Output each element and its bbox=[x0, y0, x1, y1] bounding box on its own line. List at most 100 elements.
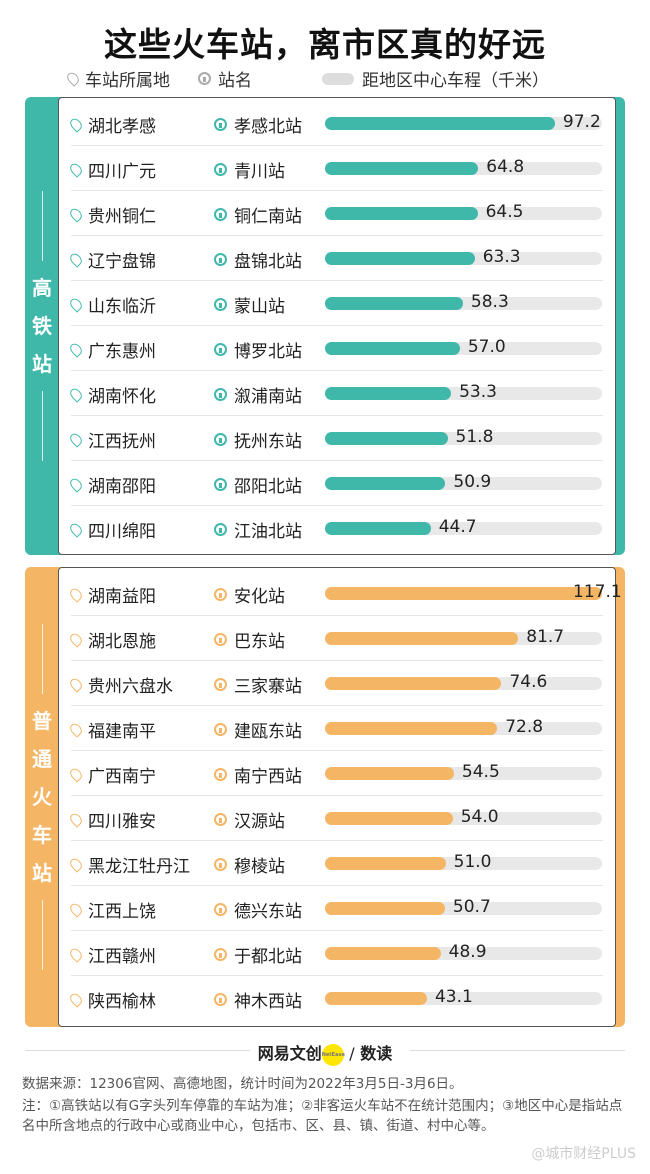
value-label: 72.8 bbox=[505, 717, 544, 737]
station-label: 江油北站 bbox=[234, 522, 302, 542]
strip-line bbox=[41, 191, 43, 261]
bar-track bbox=[325, 477, 602, 490]
bar-row: 黑龙江牡丹江 穆棱站 51.0 bbox=[59, 841, 615, 886]
brand-logo: 网易文创NetEase / 数读 bbox=[0, 1040, 650, 1066]
bar bbox=[325, 857, 446, 870]
location-pin-icon bbox=[67, 631, 85, 648]
location-pin-icon bbox=[67, 586, 85, 603]
station: 安化站 bbox=[214, 582, 285, 607]
bar-track bbox=[325, 812, 602, 825]
legend-distance: 距地区中心车程（千米） bbox=[322, 66, 549, 91]
value-label: 51.0 bbox=[453, 852, 492, 872]
station-icon bbox=[214, 433, 227, 446]
station-label: 南宁西站 bbox=[234, 767, 302, 787]
bar-row: 湖南益阳 安化站 117.1 bbox=[59, 571, 622, 616]
row-divider bbox=[71, 885, 603, 886]
location-pin-icon bbox=[67, 206, 85, 223]
row-divider bbox=[71, 370, 603, 371]
station: 博罗北站 bbox=[214, 337, 302, 362]
station-icon bbox=[214, 478, 227, 491]
regular-panel: 普通火车站 湖南益阳 安化站 117.1 湖北恩施 巴东站 81.7 贵州六盘水 三家寨站 74… bbox=[25, 567, 625, 1027]
value-label: 64.8 bbox=[486, 157, 525, 177]
bar bbox=[325, 677, 502, 690]
bar-track bbox=[325, 252, 602, 265]
value-label: 81.7 bbox=[526, 627, 565, 647]
bar bbox=[325, 722, 498, 735]
station-icon bbox=[214, 768, 227, 781]
station-icon bbox=[214, 523, 227, 536]
location-label: 四川广元 bbox=[88, 162, 156, 182]
location: 江西赣州 bbox=[67, 942, 156, 967]
bar bbox=[325, 207, 478, 220]
location-pin-icon bbox=[67, 116, 85, 133]
bar-swatch-icon bbox=[322, 72, 354, 85]
value-label: 117.1 bbox=[573, 582, 622, 602]
bar bbox=[325, 252, 475, 265]
station-icon bbox=[214, 948, 227, 961]
value-label: 74.6 bbox=[509, 672, 548, 692]
bar-track bbox=[325, 677, 602, 690]
row-divider bbox=[71, 235, 603, 236]
value-label: 43.1 bbox=[434, 987, 473, 1007]
bar bbox=[325, 992, 427, 1005]
location-pin-icon bbox=[67, 991, 85, 1008]
bar-row: 山东临沂 蒙山站 58.3 bbox=[59, 281, 615, 326]
bar-track bbox=[325, 722, 602, 735]
bar-row: 湖南邵阳 邵阳北站 50.9 bbox=[59, 461, 615, 506]
bar-row: 贵州铜仁 铜仁南站 64.5 bbox=[59, 191, 615, 236]
bar-row: 辽宁盘锦 盘锦北站 63.3 bbox=[59, 236, 615, 281]
divider bbox=[410, 1050, 625, 1051]
station-icon bbox=[214, 163, 227, 176]
bar-row: 江西抚州 抚州东站 51.8 bbox=[59, 416, 615, 461]
location: 湖南益阳 bbox=[67, 582, 156, 607]
row-divider bbox=[71, 145, 603, 146]
location-pin-icon bbox=[67, 721, 85, 738]
legend-location: 车站所属地 bbox=[64, 66, 170, 91]
bar-row: 广东惠州 博罗北站 57.0 bbox=[59, 326, 615, 371]
location: 四川雅安 bbox=[67, 807, 156, 832]
section-label-high-speed: 高铁站 bbox=[32, 276, 52, 376]
station-label: 汉源站 bbox=[234, 812, 285, 832]
station: 溆浦南站 bbox=[214, 382, 302, 407]
bar bbox=[325, 432, 448, 445]
location: 四川广元 bbox=[67, 157, 156, 182]
bar-row: 广西南宁 南宁西站 54.5 bbox=[59, 751, 615, 796]
bar-track bbox=[325, 767, 602, 780]
location-label: 江西上饶 bbox=[88, 902, 156, 922]
row-divider bbox=[71, 975, 603, 976]
bar-row: 贵州六盘水 三家寨站 74.6 bbox=[59, 661, 615, 706]
bar bbox=[325, 387, 452, 400]
station-icon bbox=[214, 253, 227, 266]
row-divider bbox=[71, 750, 603, 751]
location-pin-icon bbox=[67, 341, 85, 358]
value-label: 50.7 bbox=[452, 897, 491, 917]
location-label: 贵州六盘水 bbox=[88, 677, 173, 697]
row-divider bbox=[71, 705, 603, 706]
row-divider bbox=[71, 190, 603, 191]
station: 巴东站 bbox=[214, 627, 285, 652]
location: 江西上饶 bbox=[67, 897, 156, 922]
station: 三家寨站 bbox=[214, 672, 302, 697]
station: 盘锦北站 bbox=[214, 247, 302, 272]
bar-track bbox=[325, 297, 602, 310]
bar bbox=[325, 162, 479, 175]
station-label: 三家寨站 bbox=[234, 677, 302, 697]
location: 湖北孝感 bbox=[67, 112, 156, 137]
legend-location-label: 车站所属地 bbox=[85, 71, 170, 91]
high-speed-card: 湖北孝感 孝感北站 97.2 四川广元 青川站 64.8 贵州铜仁 铜仁南站 64.5 辽宁盘锦 盘… bbox=[58, 97, 616, 555]
station: 于都北站 bbox=[214, 942, 302, 967]
station-label: 邵阳北站 bbox=[234, 477, 302, 497]
bar-track bbox=[325, 992, 602, 1005]
location: 江西抚州 bbox=[67, 427, 156, 452]
bar-track bbox=[325, 632, 602, 645]
value-label: 50.9 bbox=[453, 472, 492, 492]
station-icon bbox=[214, 813, 227, 826]
row-divider bbox=[71, 325, 603, 326]
location-pin-icon bbox=[67, 811, 85, 828]
location-label: 江西抚州 bbox=[88, 432, 156, 452]
location: 湖北恩施 bbox=[67, 627, 156, 652]
row-divider bbox=[71, 840, 603, 841]
bar-row: 四川广元 青川站 64.8 bbox=[59, 146, 615, 191]
bar-track bbox=[325, 432, 602, 445]
page-title: 这些火车站，离市区真的好远 bbox=[104, 25, 546, 64]
